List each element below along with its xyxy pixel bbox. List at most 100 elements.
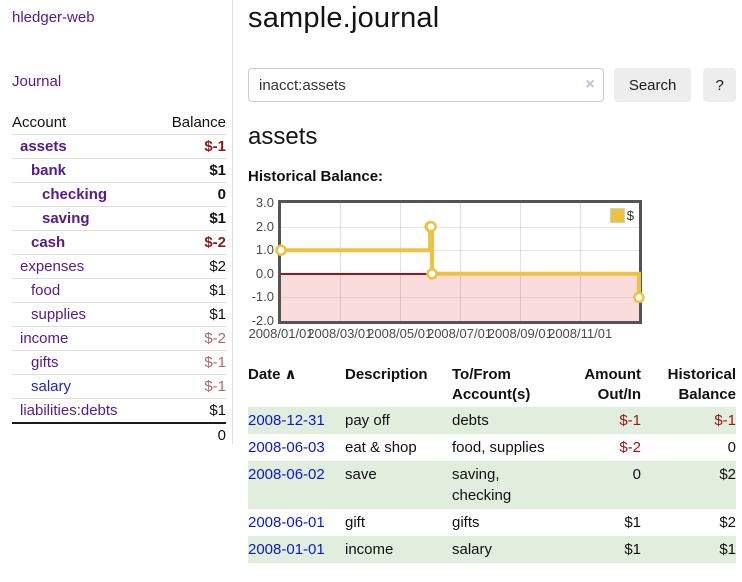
account-link-salary[interactable]: salary: [31, 378, 72, 395]
transaction-date-link[interactable]: 2008-06-02: [248, 466, 325, 483]
account-row: bank $1: [12, 158, 226, 183]
balance-series-line: [281, 224, 641, 298]
transaction-date-link[interactable]: 2008-01-01: [248, 541, 325, 558]
x-tick-label: 2008/07/01: [426, 326, 493, 341]
data-point-marker: [425, 220, 437, 233]
data-point-marker: [426, 268, 438, 280]
transaction-accounts: food, supplies: [452, 439, 545, 456]
x-tick-label: 2008/05/01: [367, 326, 433, 341]
account-link-gifts[interactable]: gifts: [31, 354, 59, 371]
accounts-header-account: Account: [12, 114, 67, 131]
account-link-bank[interactable]: bank: [31, 162, 67, 179]
account-balance: 0: [153, 182, 226, 207]
account-balance: $1: [153, 302, 226, 327]
account-link-liabilities-debts[interactable]: liabilities:debts: [20, 402, 118, 419]
account-link-cash[interactable]: cash: [31, 234, 66, 251]
accounts-table: Account Balance assets $-1 bank $1 check…: [12, 111, 226, 447]
account-row: gifts $-1: [12, 350, 226, 375]
legend-label: $: [626, 208, 634, 223]
account-balance: $1: [153, 398, 226, 423]
account-link-food[interactable]: food: [31, 282, 61, 299]
transaction-balance: $2: [719, 514, 736, 531]
y-tick-label: 3.0: [255, 195, 274, 210]
help-button[interactable]: ?: [703, 68, 736, 102]
transaction-description: income: [345, 541, 394, 558]
main-content: sample.journal × Search ? assets Histori…: [248, 0, 736, 563]
account-link-checking[interactable]: checking: [42, 186, 108, 203]
transaction-accounts: saving, checking: [452, 466, 512, 504]
balance-chart: 3.0 2.0 1.0 0.0 -1.0 -2.0 $ 2008/01/01 2008/03…: [248, 195, 736, 345]
account-row: income $-2: [12, 326, 226, 351]
transaction-amount: $1: [624, 541, 641, 558]
x-tick-label: 2008/03/01: [307, 326, 373, 341]
v-gridline: [459, 203, 461, 321]
accounts-header-balance: Balance: [171, 114, 226, 131]
account-balance: $2: [153, 254, 226, 279]
v-gridline: [339, 203, 341, 321]
account-balance: $1: [153, 206, 226, 231]
h-gridline: [281, 250, 639, 252]
register-header-date[interactable]: Date ∧: [248, 366, 297, 383]
y-tick-label: 0.0: [255, 265, 274, 281]
transaction-amount: $-2: [619, 439, 641, 456]
accounts-total-value: 0: [153, 422, 226, 447]
y-tick-label: -1.0: [251, 289, 274, 305]
register-header-amount: Amount Out/In: [584, 366, 641, 403]
account-balance: $-1: [153, 374, 226, 399]
account-link-expenses[interactable]: expenses: [20, 258, 85, 275]
register-header-accounts: To/From Account(s): [452, 366, 531, 403]
clear-search-icon[interactable]: ×: [585, 76, 595, 93]
account-row: saving $1: [12, 206, 226, 231]
account-link-income[interactable]: income: [20, 330, 69, 347]
search-form: × Search ?: [248, 68, 736, 102]
search-button[interactable]: Search: [613, 68, 692, 102]
account-balance: $-1: [153, 350, 226, 375]
accounts-header-row: Account Balance: [12, 111, 226, 135]
transaction-accounts: gifts: [452, 514, 480, 531]
negative-region: [281, 273, 639, 321]
transaction-balance: $-1: [714, 412, 736, 429]
transaction-date-link[interactable]: 2008-06-03: [248, 439, 325, 456]
transaction-amount: $1: [624, 514, 641, 531]
transaction-row: 2008-06-02 save saving, checking 0 $2: [248, 461, 736, 509]
x-tick-label: 2008/09/01: [487, 326, 553, 341]
y-tick-label: 2.0: [255, 218, 274, 234]
transaction-description: pay off: [345, 412, 390, 429]
account-row: salary $-1: [12, 374, 226, 399]
account-row: cash $-2: [12, 230, 226, 255]
register-header-row: Date ∧ Description To/From Account(s) Amo…: [248, 363, 736, 407]
chart-line-svg: [275, 220, 645, 304]
legend-swatch-icon: [609, 208, 625, 223]
register-table: Date ∧ Description To/From Account(s) Amo…: [248, 363, 736, 563]
transaction-amount: 0: [632, 466, 641, 483]
account-balance: $1: [153, 278, 226, 303]
account-link-supplies[interactable]: supplies: [31, 306, 87, 323]
account-balance: $-2: [153, 230, 226, 255]
transaction-accounts: debts: [452, 412, 489, 429]
transaction-balance: $2: [719, 466, 736, 483]
y-tick-label: -2.0: [251, 313, 274, 328]
account-heading: assets: [248, 123, 318, 150]
transaction-balance: 0: [727, 439, 736, 456]
account-balance: $-1: [153, 134, 226, 159]
app-brand-link[interactable]: hledger-web: [12, 9, 95, 26]
sidebar-item-journal[interactable]: Journal: [12, 73, 62, 90]
account-row: expenses $2: [12, 254, 226, 279]
search-input[interactable]: [248, 68, 604, 102]
account-row: food $1: [12, 278, 226, 303]
transaction-balance: $1: [719, 541, 736, 558]
chart-title: Historical Balance:: [248, 168, 384, 185]
transaction-date-link[interactable]: 2008-06-01: [248, 514, 325, 531]
transaction-row: 2008-06-01 gift gifts $1 $2: [248, 509, 736, 536]
data-point-marker: [275, 244, 287, 256]
account-link-assets[interactable]: assets: [20, 138, 67, 155]
v-gridline: [580, 203, 582, 321]
account-row: checking 0: [12, 182, 226, 207]
account-link-saving[interactable]: saving: [42, 210, 90, 227]
chart-x-axis: 2008/01/01 2008/03/01 2008/05/01 2008/07/01…: [248, 326, 736, 343]
v-gridline: [520, 203, 522, 321]
v-gridline: [399, 203, 401, 321]
accounts-total-row: 0: [12, 422, 226, 447]
sort-ascending-icon: ∧: [284, 366, 297, 383]
transaction-date-link[interactable]: 2008-12-31: [248, 412, 325, 429]
